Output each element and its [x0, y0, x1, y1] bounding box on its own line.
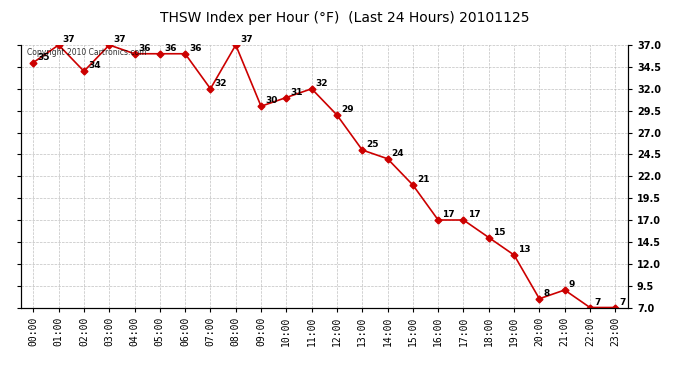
Text: 17: 17	[468, 210, 480, 219]
Text: 24: 24	[392, 149, 404, 158]
Text: 21: 21	[417, 175, 429, 184]
Text: 8: 8	[544, 289, 550, 298]
Text: 30: 30	[265, 96, 277, 105]
Text: 34: 34	[88, 62, 101, 70]
Text: 15: 15	[493, 228, 505, 237]
Text: 25: 25	[366, 140, 379, 149]
Text: 31: 31	[290, 88, 303, 97]
Text: 32: 32	[215, 79, 227, 88]
Text: 36: 36	[189, 44, 201, 53]
Text: 17: 17	[442, 210, 455, 219]
Text: 37: 37	[63, 35, 75, 44]
Text: 7: 7	[594, 298, 600, 307]
Text: 29: 29	[341, 105, 354, 114]
Text: Copyright 2010 Cartronics.com: Copyright 2010 Cartronics.com	[27, 48, 146, 57]
Text: THSW Index per Hour (°F)  (Last 24 Hours) 20101125: THSW Index per Hour (°F) (Last 24 Hours)…	[160, 11, 530, 25]
Text: 9: 9	[569, 280, 575, 289]
Text: 37: 37	[113, 35, 126, 44]
Text: 37: 37	[240, 35, 253, 44]
Text: 7: 7	[620, 298, 626, 307]
Text: 35: 35	[37, 53, 50, 62]
Text: 36: 36	[164, 44, 177, 53]
Text: 36: 36	[139, 44, 151, 53]
Text: 13: 13	[518, 245, 531, 254]
Text: 32: 32	[316, 79, 328, 88]
